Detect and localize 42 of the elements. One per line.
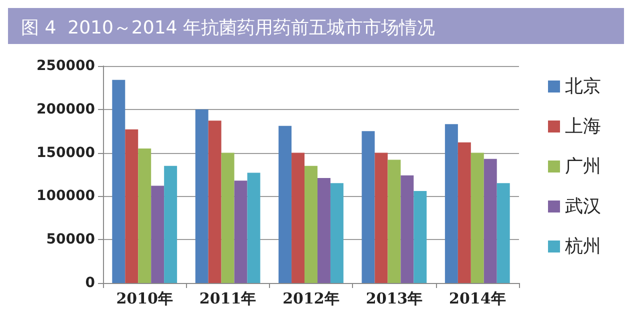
bar: [470, 152, 484, 283]
bar: [400, 175, 414, 283]
y-tick-label: 50000: [46, 232, 96, 248]
bar: [164, 166, 178, 283]
y-tick-label: 100000: [36, 188, 96, 204]
legend-label: 杭州: [564, 236, 601, 257]
legend-label: 北京: [565, 76, 601, 97]
bar: [414, 190, 427, 283]
bar: [484, 158, 497, 283]
bar: [304, 166, 318, 283]
bar: [195, 109, 208, 283]
bar: [444, 124, 458, 283]
bar: [278, 126, 292, 283]
x-tick-label: 2010年: [116, 290, 173, 308]
bar: [317, 178, 330, 283]
x-tick-label: 2014年: [449, 290, 506, 308]
bar: [208, 120, 222, 283]
bar: [247, 172, 260, 283]
bar: [388, 160, 401, 283]
bar: [458, 142, 471, 283]
bar: [221, 152, 234, 283]
legend-label: 广州: [565, 156, 601, 177]
bar: [374, 152, 388, 283]
y-tick-label: 200000: [36, 101, 96, 118]
bar: [138, 148, 152, 283]
bar: [234, 180, 248, 283]
bar: [362, 131, 375, 283]
chart-title: 图 4 2010～2014 年抗菌药用药前五城市市场情况: [21, 18, 435, 38]
x-tick-label: 2012年: [282, 290, 340, 308]
bar: [330, 183, 344, 283]
y-tick-label: 250000: [36, 58, 96, 74]
x-tick-label: 2011年: [199, 290, 256, 308]
bar: [125, 129, 138, 283]
legend-label: 武汉: [565, 196, 601, 217]
bar: [496, 183, 510, 283]
bar: [151, 186, 164, 283]
legend-label: 上海: [565, 116, 601, 137]
bar: [112, 80, 126, 283]
y-tick-label: 150000: [36, 144, 96, 161]
y-tick-label: 0: [85, 275, 96, 291]
x-tick-label: 2013年: [366, 290, 423, 308]
bar: [292, 152, 305, 283]
